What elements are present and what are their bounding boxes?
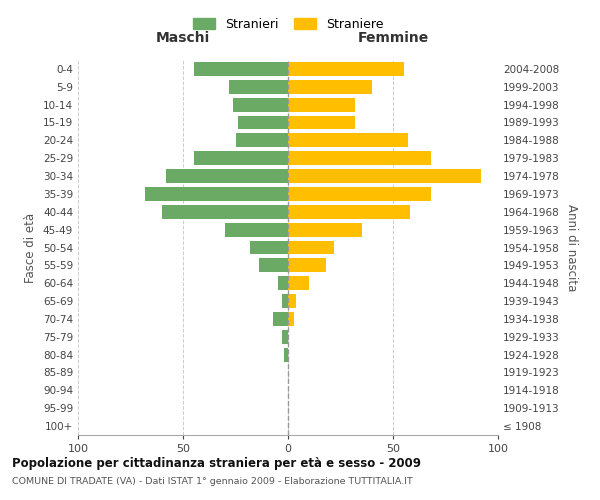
Bar: [193, 62, 288, 76]
Bar: [288, 258, 326, 272]
Bar: [238, 116, 288, 130]
Text: Femmine: Femmine: [358, 31, 428, 45]
Bar: [235, 134, 288, 147]
Bar: [288, 312, 295, 326]
Y-axis label: Fasce di età: Fasce di età: [25, 212, 37, 282]
Bar: [288, 294, 296, 308]
Bar: [229, 80, 288, 94]
Bar: [274, 312, 288, 326]
Bar: [288, 205, 410, 219]
Bar: [282, 330, 288, 344]
Bar: [250, 240, 288, 254]
Bar: [259, 258, 288, 272]
Legend: Stranieri, Straniere: Stranieri, Straniere: [189, 14, 387, 34]
Bar: [288, 187, 431, 201]
Bar: [282, 294, 288, 308]
Bar: [288, 151, 431, 165]
Bar: [193, 151, 288, 165]
Text: Maschi: Maschi: [156, 31, 210, 45]
Bar: [162, 205, 288, 219]
Bar: [288, 222, 361, 236]
Bar: [145, 187, 288, 201]
Bar: [288, 98, 355, 112]
Bar: [233, 98, 288, 112]
Text: COMUNE DI TRADATE (VA) - Dati ISTAT 1° gennaio 2009 - Elaborazione TUTTITALIA.IT: COMUNE DI TRADATE (VA) - Dati ISTAT 1° g…: [12, 478, 413, 486]
Bar: [288, 116, 355, 130]
Bar: [288, 169, 481, 183]
Y-axis label: Anni di nascita: Anni di nascita: [565, 204, 578, 291]
Bar: [288, 276, 309, 290]
Bar: [277, 276, 288, 290]
Bar: [288, 240, 334, 254]
Bar: [288, 62, 404, 76]
Bar: [284, 348, 288, 362]
Bar: [288, 80, 372, 94]
Bar: [166, 169, 288, 183]
Bar: [288, 134, 408, 147]
Bar: [225, 222, 288, 236]
Text: Popolazione per cittadinanza straniera per età e sesso - 2009: Popolazione per cittadinanza straniera p…: [12, 458, 421, 470]
